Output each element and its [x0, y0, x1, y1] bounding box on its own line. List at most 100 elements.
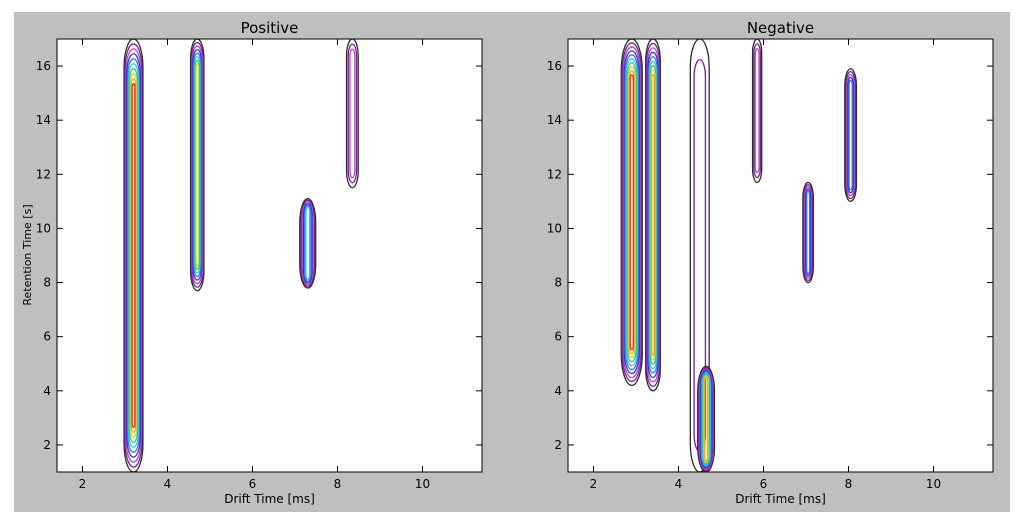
contour-level-8: [650, 69, 656, 361]
positive-y-axis-label: Retention Time [s]: [21, 204, 34, 305]
contour-level-7: [649, 65, 657, 365]
contour-level-3: [191, 45, 204, 285]
x-tick-label: 6: [760, 477, 768, 491]
contour-level-4: [805, 188, 812, 277]
negative-contours: [620, 39, 858, 472]
contour-level-6: [648, 60, 658, 370]
contour-level-4: [126, 53, 141, 458]
contour-level-3: [349, 48, 356, 179]
contour-level-7: [626, 62, 637, 363]
y-tick-label: 4: [43, 384, 51, 398]
contour-level-1: [751, 39, 763, 184]
negative-x-axis-label: Drift Time [ms]: [735, 492, 826, 506]
contour-level-6: [127, 63, 140, 448]
x-tick-label: 6: [249, 477, 257, 491]
contour-level-9: [704, 376, 709, 462]
contour-level-2: [753, 43, 762, 179]
contour-level-5: [700, 371, 712, 468]
contour-level-4: [699, 369, 713, 469]
negative-title: Negative: [747, 19, 814, 37]
contour-level-6: [625, 58, 638, 367]
x-tick-label: 8: [845, 477, 853, 491]
contour-level-2: [124, 43, 143, 468]
y-tick-label: 12: [547, 167, 562, 181]
contour-level-1: [620, 39, 643, 387]
contour-feature-band-drift-2.9: [620, 39, 643, 387]
contour-level-7: [702, 373, 710, 465]
contour-level-3: [301, 201, 314, 286]
contour-level-3: [622, 46, 641, 379]
contour-level-5: [624, 54, 639, 371]
contour-feature-blob-drift-5.85: [751, 39, 763, 184]
y-tick-label: 6: [43, 330, 51, 344]
contour-level-1: [645, 39, 661, 392]
contour-level-2: [621, 42, 642, 383]
contour-level-3: [125, 48, 142, 463]
contour-feature-band-drift-4.7: [189, 39, 205, 292]
contour-level-2: [300, 199, 316, 287]
contour-level-4: [192, 49, 203, 281]
contour-level-5: [304, 204, 312, 283]
x-tick-label: 8: [334, 477, 342, 491]
contour-level-5: [848, 79, 853, 191]
negative-y-ticks: 2 4 6 8 10 12 14 16: [547, 59, 993, 452]
contour-level-2: [697, 367, 715, 472]
y-tick-label: 2: [43, 438, 51, 452]
contour-level-5: [127, 58, 140, 453]
contour-level-7: [194, 59, 200, 271]
contour-level-3: [846, 73, 855, 197]
y-tick-label: 4: [554, 384, 562, 398]
contour-feature-blob-drift-7.3: [299, 198, 317, 289]
contour-level-2: [347, 43, 358, 184]
negative-x-ticks: 2 4 6 8 10: [590, 39, 941, 491]
contour-level-9: [651, 73, 655, 356]
contour-feature-faint-drift-8.35: [345, 39, 359, 189]
positive-x-ticks: 2 4 6 8 10: [79, 39, 430, 491]
contour-level-5: [806, 190, 811, 275]
contour-level-10: [131, 82, 136, 429]
negative-plot-frame: [567, 38, 994, 473]
contour-level-1: [189, 39, 205, 292]
contour-level-8: [703, 375, 709, 464]
contour-level-1: [844, 68, 858, 203]
y-tick-label: 14: [547, 113, 562, 127]
contour-level-3: [754, 48, 760, 174]
y-tick-label: 2: [554, 438, 562, 452]
contour-level-8: [129, 72, 138, 439]
y-tick-label: 10: [36, 221, 51, 235]
contour-level-2: [190, 41, 204, 288]
contour-feature-blob-drift-4.65: [697, 365, 716, 472]
contour-level-7: [128, 68, 139, 443]
y-tick-label: 8: [43, 276, 51, 290]
contour-level-1: [802, 181, 814, 284]
negative-plot-area: [568, 39, 993, 472]
contour-level-4: [623, 50, 640, 375]
x-tick-label: 10: [926, 477, 941, 491]
contour-level-1: [345, 39, 359, 189]
contour-level-1: [123, 39, 144, 472]
positive-panel: Positive 2 4 6 8 10 2 4 6 8 10 12 14 16 Drift Time …: [21, 19, 483, 506]
contour-level-3: [698, 368, 714, 470]
contour-feature-blob-drift-7.05: [802, 181, 814, 284]
contour-level-4: [302, 202, 313, 284]
x-tick-label: 2: [79, 477, 87, 491]
positive-x-axis-label: Drift Time [ms]: [224, 492, 315, 506]
positive-title: Positive: [241, 19, 299, 37]
contour-level-1: [299, 198, 317, 289]
contour-feature-band-drift-3.2: [123, 39, 144, 472]
contour-level-9: [130, 77, 137, 434]
x-tick-label: 10: [415, 477, 430, 491]
contour-level-2: [845, 71, 857, 200]
positive-plot-frame: [56, 38, 483, 473]
x-tick-label: 4: [164, 477, 172, 491]
contour-level-6: [193, 56, 201, 274]
negative-panel: Negative 2 4 6 8 10 2 4 6 8 10 12 14 16 Drift Time …: [547, 19, 994, 506]
y-tick-label: 10: [547, 221, 562, 235]
contour-level-9: [628, 70, 635, 355]
positive-y-ticks: 2 4 6 8 10 12 14 16: [36, 59, 482, 452]
contour-level-8: [195, 63, 200, 267]
contour-feature-blob-drift-8.05: [844, 68, 858, 203]
y-tick-label: 8: [554, 276, 562, 290]
contour-level-3: [646, 47, 660, 383]
